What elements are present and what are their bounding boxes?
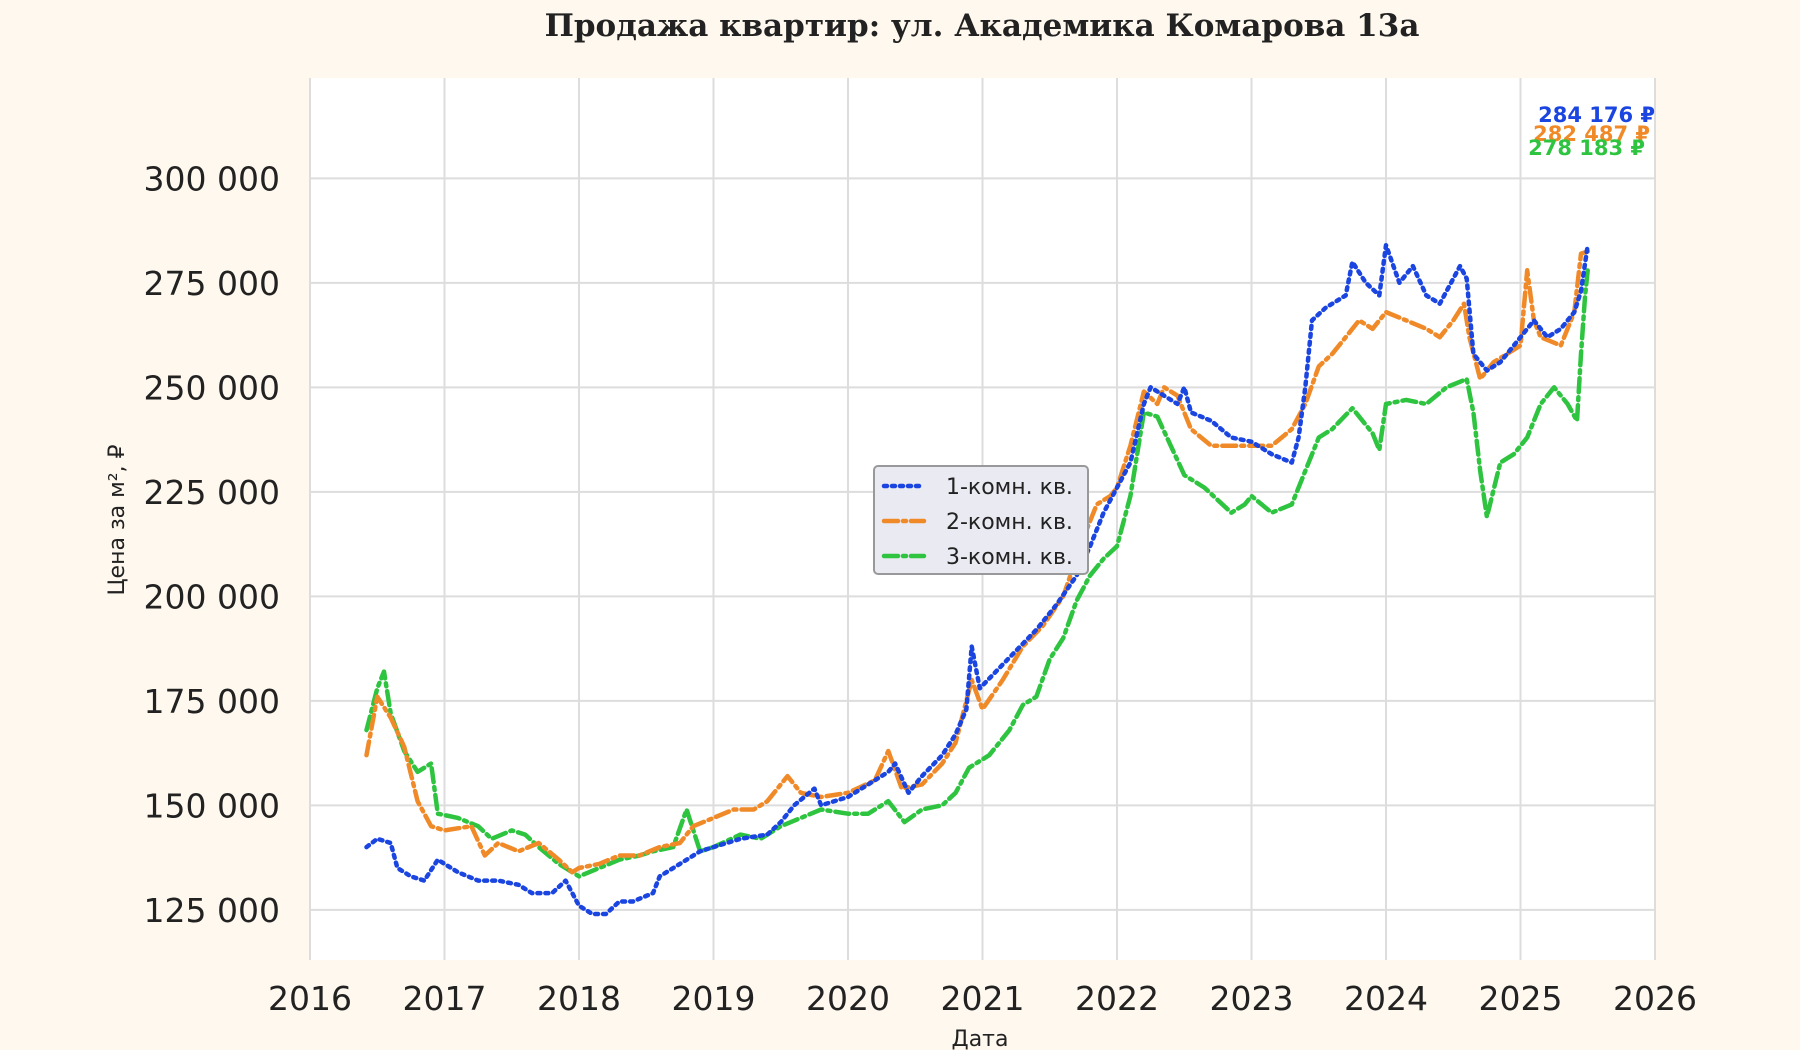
x-tick-label: 2021 xyxy=(941,979,1025,1018)
legend: 1-комн. кв. 2-комн. кв. 3-комн. кв. xyxy=(873,465,1089,575)
y-tick-label: 125 000 xyxy=(144,891,280,930)
x-tick-label: 2025 xyxy=(1479,979,1563,1018)
x-tick-label: 2016 xyxy=(268,979,352,1018)
y-tick-label: 225 000 xyxy=(144,473,280,512)
x-tick-label: 2026 xyxy=(1613,979,1697,1018)
x-tick-label: 2024 xyxy=(1344,979,1428,1018)
x-tick-label: 2022 xyxy=(1075,979,1159,1018)
legend-box xyxy=(873,465,1089,575)
series-line xyxy=(364,249,1591,875)
series-end-label: 278 183 ₽ xyxy=(1528,136,1645,160)
series xyxy=(364,242,1591,917)
x-tick-label: 2017 xyxy=(403,979,487,1018)
x-tick-label: 2020 xyxy=(806,979,890,1018)
chart-title: Продажа квартир: ул. Академика Комарова … xyxy=(545,8,1420,44)
axes: 2016 2017 2018 2019 2020 2021 2022 2023 2024 2025… xyxy=(144,78,1697,1018)
x-tick-label: 2023 xyxy=(1210,979,1294,1018)
y-tick-label: 175 000 xyxy=(144,682,280,721)
x-tick-label: 2018 xyxy=(537,979,621,1018)
y-tick-label: 150 000 xyxy=(144,786,280,825)
legend-label: 3-комн. кв. xyxy=(946,545,1073,570)
y-tick-label: 300 000 xyxy=(144,159,280,198)
x-axis-title: Дата xyxy=(952,1027,1009,1050)
series-end-label: 284 176 ₽ xyxy=(1538,103,1655,127)
series-end-label: 282 487 ₽ xyxy=(1533,122,1650,146)
series-line xyxy=(364,242,1591,917)
y-tick-label: 200 000 xyxy=(144,577,280,616)
x-tick-label: 2019 xyxy=(672,979,756,1018)
y-axis-title: Цена за м², ₽ xyxy=(105,444,130,595)
legend-label: 1-комн. кв. xyxy=(946,475,1073,500)
series-line xyxy=(364,267,1591,879)
grid xyxy=(309,78,1656,960)
end-labels: 284 176 ₽282 487 ₽278 183 ₽ xyxy=(1528,103,1655,160)
y-tick-label: 250 000 xyxy=(144,368,280,407)
legend-label: 2-комн. кв. xyxy=(946,510,1073,535)
y-tick-label: 275 000 xyxy=(144,264,280,303)
